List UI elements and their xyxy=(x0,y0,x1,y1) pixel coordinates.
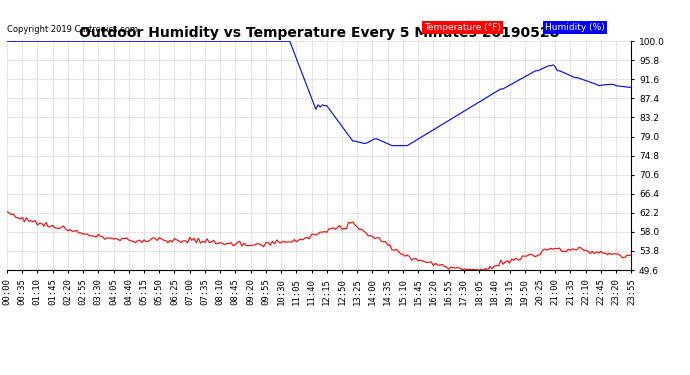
Title: Outdoor Humidity vs Temperature Every 5 Minutes 20190528: Outdoor Humidity vs Temperature Every 5 … xyxy=(79,26,560,40)
Text: Humidity (%): Humidity (%) xyxy=(545,23,605,32)
Text: Copyright 2019 Cartronics.com: Copyright 2019 Cartronics.com xyxy=(7,25,138,34)
Text: Temperature (°F): Temperature (°F) xyxy=(424,23,501,32)
